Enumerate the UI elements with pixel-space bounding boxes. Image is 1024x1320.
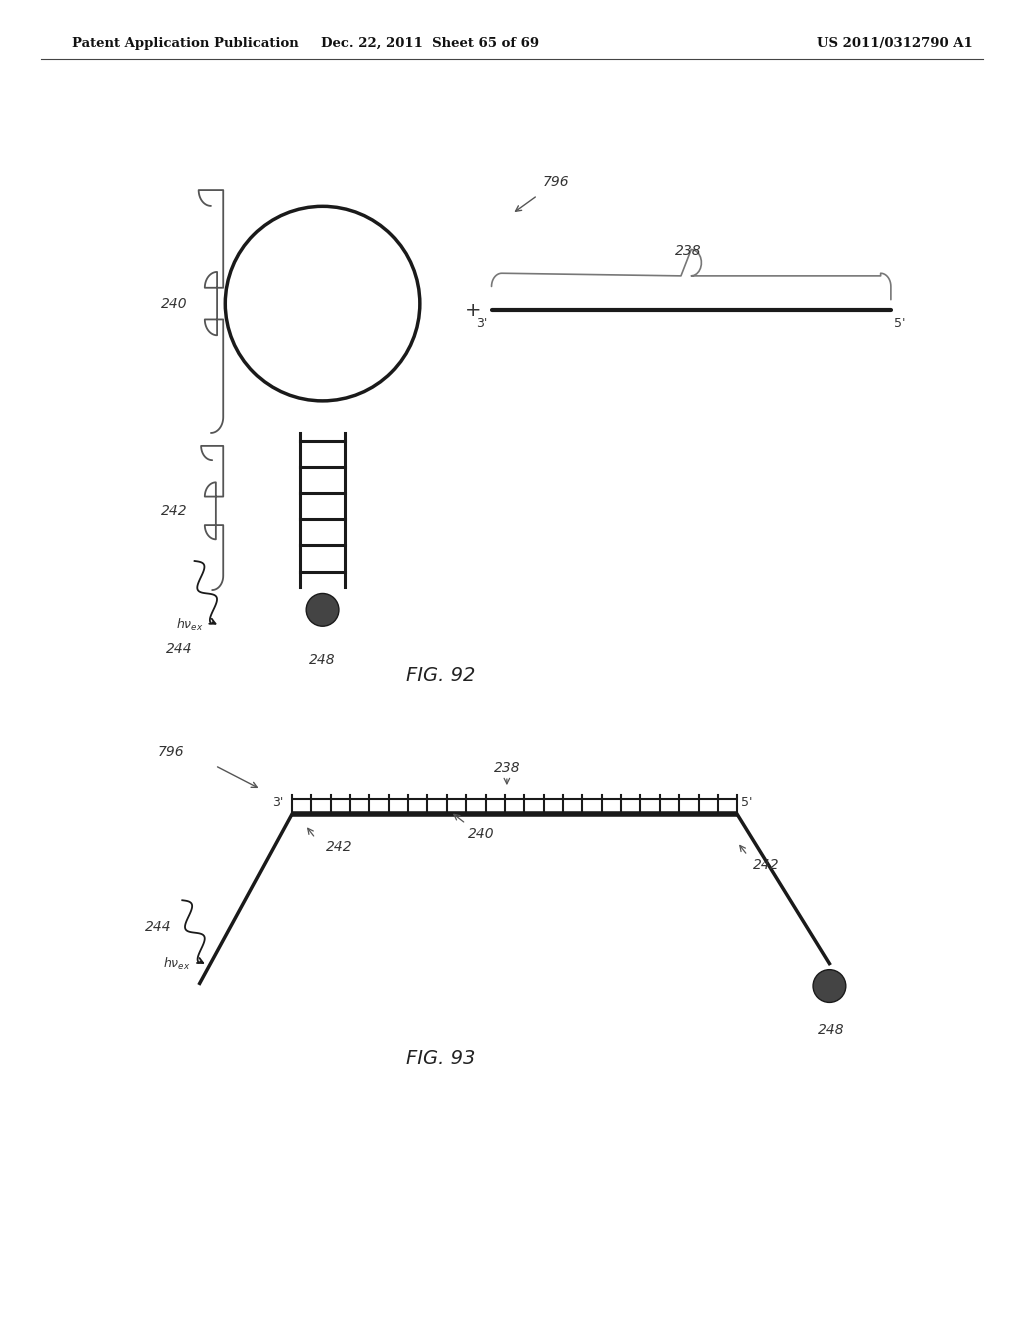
Text: 238: 238	[675, 244, 701, 257]
Text: 3': 3'	[476, 317, 487, 330]
Text: 796: 796	[158, 746, 184, 759]
Text: FIG. 93: FIG. 93	[406, 1049, 475, 1068]
Text: 238: 238	[494, 762, 520, 775]
Text: 240: 240	[161, 297, 187, 310]
Text: 242: 242	[161, 504, 187, 517]
Text: 796: 796	[543, 176, 569, 189]
Text: FIG. 92: FIG. 92	[406, 667, 475, 685]
Ellipse shape	[813, 970, 846, 1002]
Text: +: +	[465, 301, 481, 319]
Text: $h\nu_{ex}$: $h\nu_{ex}$	[164, 956, 190, 972]
Ellipse shape	[306, 594, 339, 626]
Text: Patent Application Publication: Patent Application Publication	[72, 37, 298, 50]
Text: 248: 248	[309, 653, 336, 668]
Text: 242: 242	[753, 858, 779, 871]
Text: $h\nu_{ex}$: $h\nu_{ex}$	[176, 616, 203, 632]
Text: 248: 248	[818, 1023, 845, 1038]
Text: US 2011/0312790 A1: US 2011/0312790 A1	[817, 37, 973, 50]
Text: 3': 3'	[272, 796, 284, 809]
Text: 244: 244	[145, 920, 172, 933]
Text: 5': 5'	[741, 796, 753, 809]
Text: 244: 244	[166, 643, 193, 656]
Text: 242: 242	[326, 841, 352, 854]
Text: Dec. 22, 2011  Sheet 65 of 69: Dec. 22, 2011 Sheet 65 of 69	[321, 37, 540, 50]
Text: 5': 5'	[894, 317, 905, 330]
Text: 240: 240	[468, 828, 495, 841]
